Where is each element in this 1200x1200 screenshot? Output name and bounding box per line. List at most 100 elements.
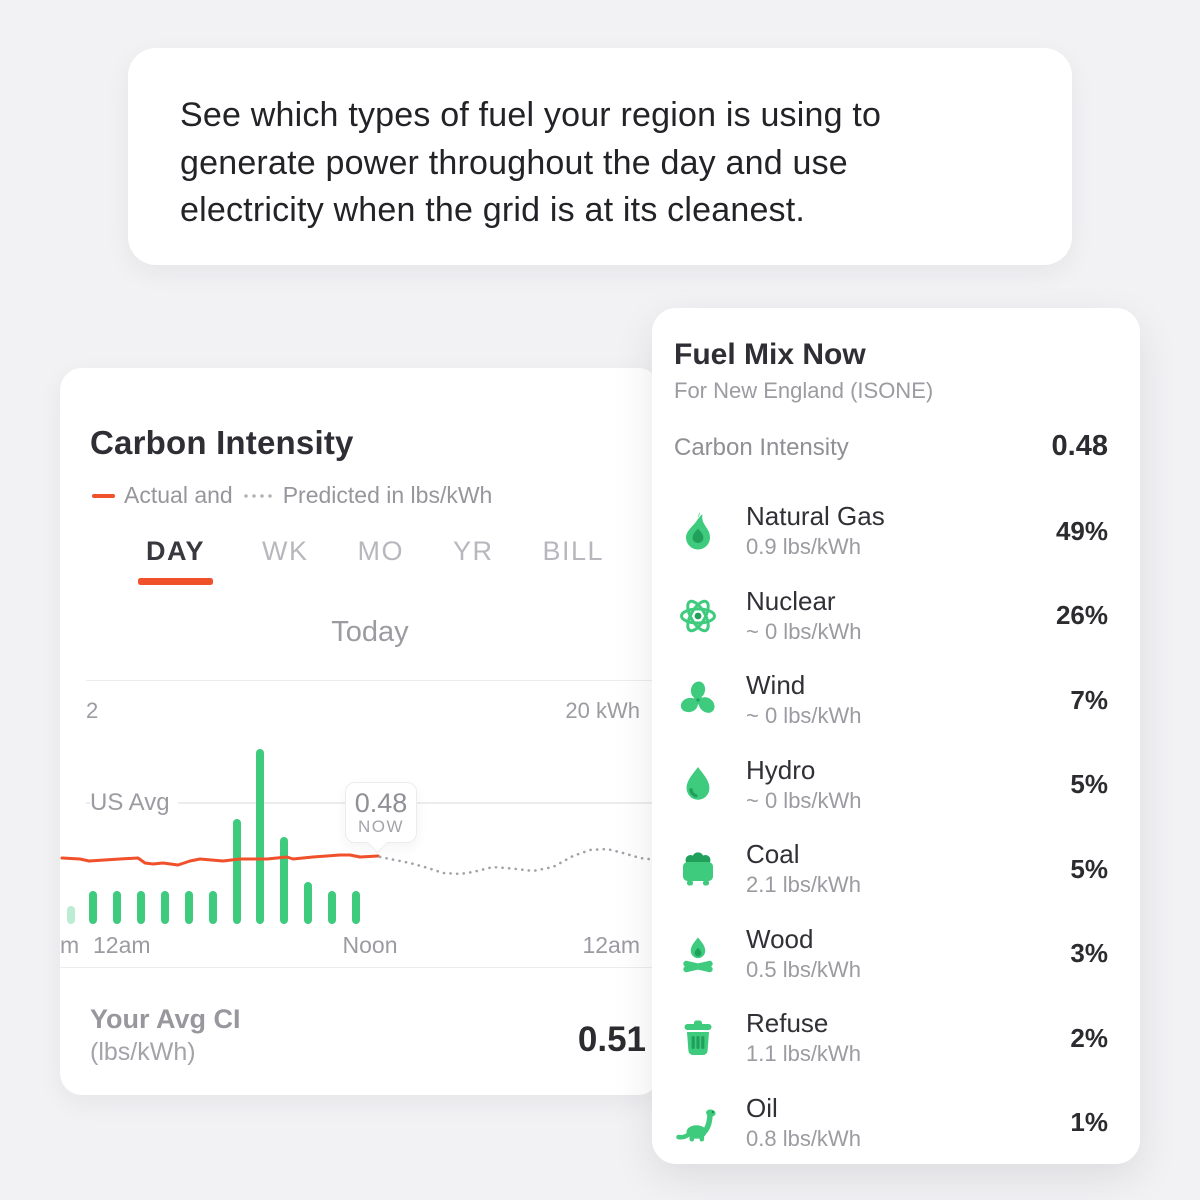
tab-label: BILL [542, 536, 604, 566]
footer-divider [60, 967, 660, 968]
fuel-intensity: 0.8 lbs/kWh [746, 1125, 861, 1151]
carbon-intensity-card: Carbon Intensity Actual and Predicted in… [60, 368, 660, 1095]
fuel-texts: Wind ~ 0 lbs/kWh [746, 671, 862, 729]
now-tooltip: 0.48 NOW [345, 782, 417, 854]
fuel-name: Coal [746, 839, 800, 870]
fuel-intensity: 2.1 lbs/kWh [746, 872, 861, 898]
fuel-intensity: 1.1 lbs/kWh [746, 1041, 861, 1067]
intro-line-2: generate power throughout the day and us… [180, 143, 848, 182]
chart-legend: Actual and Predicted in lbs/kWh [92, 482, 492, 509]
usage-bar [280, 837, 288, 924]
fuel-texts: Refuse 1.1 lbs/kWh [746, 1009, 861, 1067]
fuel-texts: Coal 2.1 lbs/kWh [746, 840, 861, 898]
your-avg-ci-unit: (lbs/kWh) [90, 1038, 196, 1066]
tab-label: MO [357, 536, 404, 566]
fuel-percent: 2% [1070, 1022, 1108, 1053]
fuel-row-natural-gas: Natural Gas 0.9 lbs/kWh 49% [676, 489, 1108, 574]
usage-bar [304, 882, 312, 924]
tab-label: WK [261, 536, 309, 566]
usage-bars [67, 749, 360, 924]
x-label-noon: Noon [342, 932, 398, 958]
fuel-row-oil: Oil 0.8 lbs/kWh 1% [676, 1081, 1108, 1166]
fuel-intensity: ~ 0 lbs/kWh [746, 703, 862, 729]
predicted-line [378, 847, 658, 876]
fuel-row-hydro: Hydro ~ 0 lbs/kWh 5% [676, 743, 1108, 828]
now-tooltip-value: 0.48 [354, 788, 408, 818]
period-tabs: DAY WK MO YR BILL [138, 536, 604, 585]
fuel-percent: 3% [1070, 938, 1108, 969]
your-avg-ci-value: 0.51 [577, 1020, 646, 1059]
intro-line-3: electricity when the grid is at its clea… [180, 191, 806, 229]
tab-label: YR [452, 536, 494, 566]
usage-bar [89, 891, 97, 924]
usage-bar [113, 891, 121, 924]
fuel-name: Oil [746, 1092, 778, 1123]
chart-top-divider [86, 680, 660, 681]
intro-card: See which types of fuel your region is u… [128, 48, 1072, 265]
usage-bar [328, 891, 336, 924]
fuel-texts: Nuclear ~ 0 lbs/kWh [746, 587, 862, 645]
usage-bar [185, 891, 193, 924]
actual-line-legend-icon [92, 493, 115, 498]
fuel-percent: 1% [1070, 1107, 1108, 1138]
fuel-row-wood: Wood 0.5 lbs/kWh 3% [676, 912, 1108, 997]
fuel-texts: Wood 0.5 lbs/kWh [746, 925, 861, 983]
flame-icon [676, 509, 720, 553]
usage-bar [256, 749, 264, 924]
coal-cart-icon [676, 847, 720, 891]
droplet-icon [676, 763, 720, 807]
fuel-intensity: ~ 0 lbs/kWh [746, 787, 862, 813]
fuel-name: Nuclear [746, 585, 836, 616]
fuel-name: Hydro [746, 754, 816, 785]
fuel-name: Natural Gas [746, 501, 885, 532]
fuel-name: Wind [746, 670, 806, 701]
fuel-texts: Natural Gas 0.9 lbs/kWh [746, 502, 885, 560]
fuel-mix-title: Fuel Mix Now [674, 338, 866, 371]
legend-predicted-label: Predicted in lbs/kWh [282, 482, 493, 508]
fuel-mix-subtitle: For New England (ISONE) [674, 378, 934, 403]
tab-label: DAY [145, 536, 206, 566]
fuel-percent: 5% [1070, 853, 1108, 884]
fuel-percent: 7% [1070, 684, 1108, 715]
carbon-card-title: Carbon Intensity [90, 424, 354, 461]
usage-bar [67, 906, 75, 924]
us-avg-label: US Avg [90, 789, 178, 817]
active-tab-underline [138, 578, 213, 585]
kwh-axis-min: 2 [86, 698, 99, 723]
predicted-line-legend-icon [241, 493, 274, 498]
fuel-texts: Oil 0.8 lbs/kWh [746, 1094, 861, 1152]
tab-yr[interactable]: YR [453, 536, 494, 585]
fuel-name: Refuse [746, 1008, 829, 1039]
intro-line-1: See which types of fuel your region is u… [180, 96, 882, 134]
fuel-intensity: 0.9 lbs/kWh [746, 534, 861, 560]
fuel-row-coal: Coal 2.1 lbs/kWh 5% [676, 827, 1108, 912]
kwh-axis-max: 20 kWh [565, 698, 640, 723]
fuel-mix-card: Fuel Mix Now For New England (ISONE) Car… [652, 308, 1140, 1164]
propeller-icon [676, 678, 720, 722]
x-label-clipped: m [60, 932, 80, 958]
carbon-intensity-label: Carbon Intensity [674, 434, 849, 461]
usage-bar [161, 891, 169, 924]
your-avg-ci-label: Your Avg CI [90, 1004, 241, 1034]
usage-bar [209, 891, 217, 924]
fuel-intensity: 0.5 lbs/kWh [746, 956, 861, 982]
atom-icon [676, 594, 720, 638]
period-label[interactable]: Today [331, 616, 409, 648]
usage-bar [137, 891, 145, 924]
fuel-row-nuclear: Nuclear ~ 0 lbs/kWh 26% [676, 574, 1108, 659]
tab-bill[interactable]: BILL [542, 536, 604, 585]
x-label-12am-left: 12am [93, 932, 151, 958]
fuel-percent: 26% [1055, 600, 1108, 631]
fuel-percent: 5% [1070, 769, 1108, 800]
fuel-intensity: ~ 0 lbs/kWh [746, 618, 862, 644]
fuel-row-refuse: Refuse 1.1 lbs/kWh 2% [676, 996, 1108, 1081]
tab-wk[interactable]: WK [262, 536, 309, 585]
carbon-intensity-row: Carbon Intensity 0.48 [674, 430, 1108, 463]
dinosaur-icon [676, 1101, 720, 1145]
tab-mo[interactable]: MO [357, 536, 404, 585]
tab-day[interactable]: DAY [138, 536, 213, 585]
x-axis-labels: m 12am Noon 12am [60, 932, 660, 958]
usage-bar [233, 819, 241, 924]
fuel-texts: Hydro ~ 0 lbs/kWh [746, 756, 862, 814]
x-label-12am-right: 12am [582, 932, 640, 958]
